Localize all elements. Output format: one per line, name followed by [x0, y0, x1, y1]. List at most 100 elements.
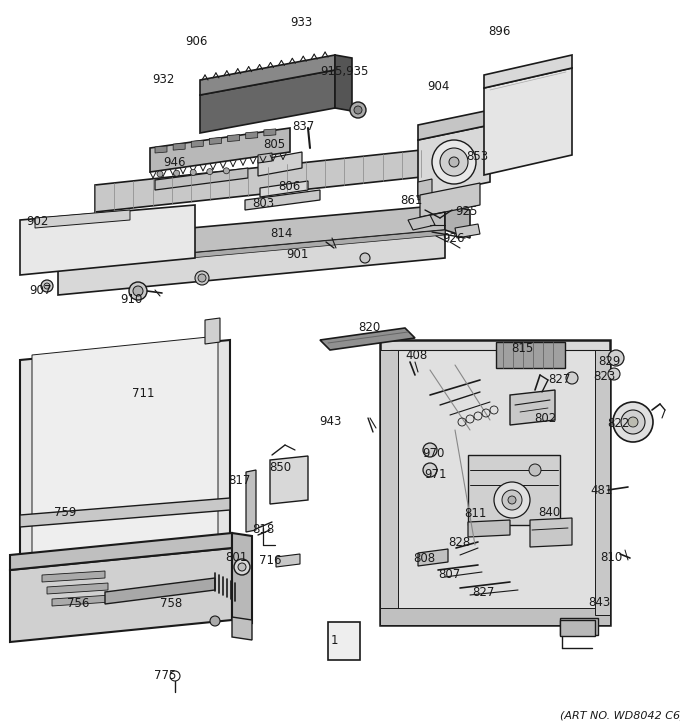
Circle shape — [432, 140, 476, 184]
Text: 902: 902 — [26, 215, 48, 228]
Polygon shape — [258, 153, 272, 163]
Polygon shape — [209, 138, 222, 144]
Text: 807: 807 — [438, 568, 460, 581]
Polygon shape — [155, 168, 248, 190]
Text: 837: 837 — [292, 120, 314, 133]
Text: 907: 907 — [29, 284, 52, 297]
Circle shape — [129, 282, 147, 300]
Polygon shape — [191, 140, 203, 147]
Text: 896: 896 — [488, 25, 511, 38]
Polygon shape — [320, 328, 415, 350]
Text: 759: 759 — [54, 506, 76, 519]
Text: 811: 811 — [464, 507, 486, 520]
Circle shape — [190, 170, 197, 175]
Polygon shape — [10, 533, 232, 570]
Circle shape — [234, 559, 250, 575]
Circle shape — [207, 169, 213, 175]
Polygon shape — [510, 390, 555, 425]
Polygon shape — [484, 68, 572, 175]
Polygon shape — [270, 456, 308, 504]
Polygon shape — [560, 618, 598, 635]
Text: 1: 1 — [331, 634, 339, 647]
Circle shape — [44, 283, 50, 289]
Circle shape — [566, 372, 578, 384]
Polygon shape — [390, 350, 600, 615]
Text: 815: 815 — [511, 342, 533, 355]
Text: 758: 758 — [160, 597, 182, 610]
Polygon shape — [95, 148, 440, 212]
Text: 806: 806 — [278, 180, 301, 193]
Polygon shape — [468, 455, 560, 525]
Text: 823: 823 — [593, 370, 615, 383]
Polygon shape — [530, 518, 572, 547]
Polygon shape — [20, 498, 230, 527]
Polygon shape — [105, 578, 215, 604]
Polygon shape — [408, 215, 435, 230]
Polygon shape — [150, 128, 290, 172]
Circle shape — [628, 417, 638, 427]
Polygon shape — [496, 342, 565, 368]
Text: 943: 943 — [319, 415, 341, 428]
Text: 817: 817 — [228, 474, 250, 487]
Text: 925: 925 — [455, 205, 477, 218]
Text: 802: 802 — [534, 412, 556, 425]
Text: 828: 828 — [448, 536, 471, 549]
Circle shape — [608, 350, 624, 366]
Polygon shape — [258, 152, 302, 176]
Polygon shape — [418, 110, 490, 140]
Text: 827: 827 — [472, 586, 494, 599]
Text: 481: 481 — [590, 484, 613, 497]
Polygon shape — [47, 583, 108, 594]
Polygon shape — [200, 70, 335, 133]
Polygon shape — [445, 205, 470, 238]
Polygon shape — [260, 181, 308, 197]
Polygon shape — [20, 340, 230, 610]
Circle shape — [529, 464, 541, 476]
Circle shape — [198, 274, 206, 282]
Polygon shape — [380, 608, 610, 625]
Circle shape — [224, 167, 229, 174]
Polygon shape — [42, 571, 105, 582]
Circle shape — [210, 616, 220, 626]
Circle shape — [508, 496, 516, 504]
Polygon shape — [58, 230, 445, 270]
Polygon shape — [418, 179, 432, 200]
Polygon shape — [418, 125, 490, 197]
Polygon shape — [173, 143, 185, 150]
Text: 933: 933 — [290, 16, 312, 29]
Polygon shape — [35, 210, 130, 228]
Circle shape — [608, 368, 620, 380]
Text: 814: 814 — [270, 227, 292, 240]
Circle shape — [423, 443, 437, 457]
Circle shape — [360, 253, 370, 263]
Circle shape — [440, 148, 468, 176]
Text: 829: 829 — [598, 355, 620, 368]
Circle shape — [133, 286, 143, 296]
Circle shape — [354, 106, 362, 114]
Polygon shape — [232, 533, 252, 623]
Polygon shape — [200, 55, 335, 95]
Text: 901: 901 — [286, 248, 308, 261]
Polygon shape — [328, 622, 360, 660]
Text: 932: 932 — [152, 73, 174, 86]
Polygon shape — [560, 620, 595, 636]
Text: 926: 926 — [442, 232, 464, 245]
Text: 904: 904 — [427, 80, 449, 93]
Text: 861: 861 — [400, 194, 422, 207]
Text: 810: 810 — [600, 551, 622, 564]
Text: 843: 843 — [588, 596, 610, 609]
Text: 915,935: 915,935 — [320, 65, 369, 78]
Polygon shape — [245, 132, 258, 138]
Polygon shape — [468, 520, 510, 537]
Text: 803: 803 — [252, 197, 274, 210]
Text: 711: 711 — [132, 387, 154, 400]
Text: 716: 716 — [259, 554, 282, 567]
Polygon shape — [228, 135, 239, 141]
Polygon shape — [380, 350, 398, 615]
Polygon shape — [20, 205, 195, 275]
Circle shape — [238, 563, 246, 571]
Polygon shape — [245, 190, 320, 210]
Circle shape — [613, 402, 653, 442]
Text: 971: 971 — [424, 468, 447, 481]
Circle shape — [157, 171, 163, 177]
